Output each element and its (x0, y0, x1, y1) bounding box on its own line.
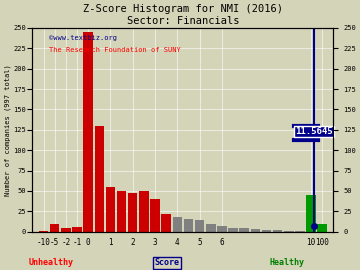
Text: ©www.textbiz.org: ©www.textbiz.org (49, 35, 117, 41)
Y-axis label: Number of companies (997 total): Number of companies (997 total) (4, 64, 11, 196)
Bar (161, 214, 171, 232)
Bar (217, 226, 227, 232)
Text: Unhealthy: Unhealthy (29, 258, 74, 267)
Bar (84, 32, 93, 232)
Bar (106, 187, 115, 232)
Bar (150, 199, 160, 232)
Bar (128, 193, 138, 232)
Bar (172, 217, 182, 232)
Text: Healthy: Healthy (270, 258, 305, 267)
Bar (262, 230, 271, 232)
Bar (295, 231, 305, 232)
Bar (50, 224, 59, 232)
Text: 11.5645: 11.5645 (296, 127, 333, 136)
Bar (139, 191, 149, 232)
Bar (318, 224, 327, 232)
Text: Score: Score (155, 258, 180, 267)
Bar (306, 195, 316, 232)
Bar (228, 228, 238, 232)
Bar (61, 228, 71, 232)
Bar (239, 228, 249, 232)
Bar (72, 227, 82, 232)
Bar (284, 231, 293, 232)
Bar (206, 224, 216, 232)
Bar (184, 219, 193, 232)
Bar (195, 220, 204, 232)
Bar (273, 230, 282, 232)
Bar (117, 191, 126, 232)
Bar (39, 231, 48, 232)
Bar (251, 229, 260, 232)
Text: The Research Foundation of SUNY: The Research Foundation of SUNY (49, 47, 181, 53)
Bar (95, 126, 104, 232)
Title: Z-Score Histogram for NMI (2016)
Sector: Financials: Z-Score Histogram for NMI (2016) Sector:… (83, 4, 283, 26)
